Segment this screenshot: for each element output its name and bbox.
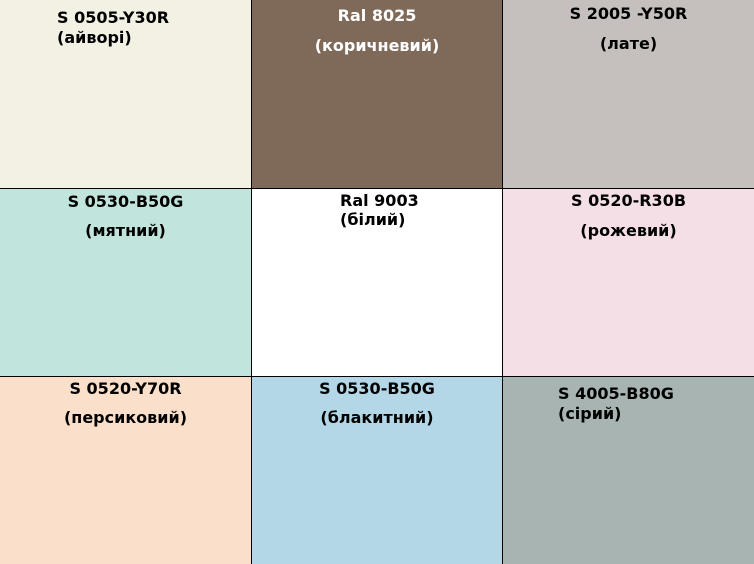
swatch: S 0530-B50G (блакитний) <box>252 377 502 564</box>
color-name: (білий) <box>340 210 406 229</box>
color-name: (мятний) <box>85 221 166 240</box>
swatch: S 0520-R30B (рожевий) <box>503 189 754 376</box>
color-name: (лате) <box>599 34 658 53</box>
color-code: Ral 8025 <box>337 6 417 25</box>
color-code: S 0520-R30B <box>570 191 687 210</box>
swatch: S 0520-Y70R (персиковий) <box>0 377 251 564</box>
color-code: S 4005-B80G <box>558 384 674 403</box>
color-name: (айворі) <box>57 28 132 47</box>
color-code: S 2005 -Y50R <box>569 4 688 23</box>
swatch: S 0505-Y30R (айворі) <box>0 0 251 188</box>
color-code: Ral 9003 <box>340 191 419 210</box>
color-code: S 0530-B50G <box>319 379 435 398</box>
color-name: (сірий) <box>558 404 622 423</box>
color-name: (рожевий) <box>580 221 677 240</box>
color-name: (блакитний) <box>320 408 434 427</box>
color-code: S 0520-Y70R <box>69 379 182 398</box>
color-code: S 0505-Y30R <box>57 8 170 27</box>
swatch: S 2005 -Y50R (лате) <box>503 0 754 188</box>
color-name: (коричневий) <box>314 36 440 55</box>
swatch: S 4005-B80G (сірий) <box>503 377 754 564</box>
color-name: (персиковий) <box>63 408 188 427</box>
color-code: S 0530-B50G <box>67 192 184 211</box>
swatch: Ral 8025 (коричневий) <box>252 0 502 188</box>
swatch: Ral 9003 (білий) <box>252 189 502 376</box>
swatch: S 0530-B50G (мятний) <box>0 189 251 376</box>
